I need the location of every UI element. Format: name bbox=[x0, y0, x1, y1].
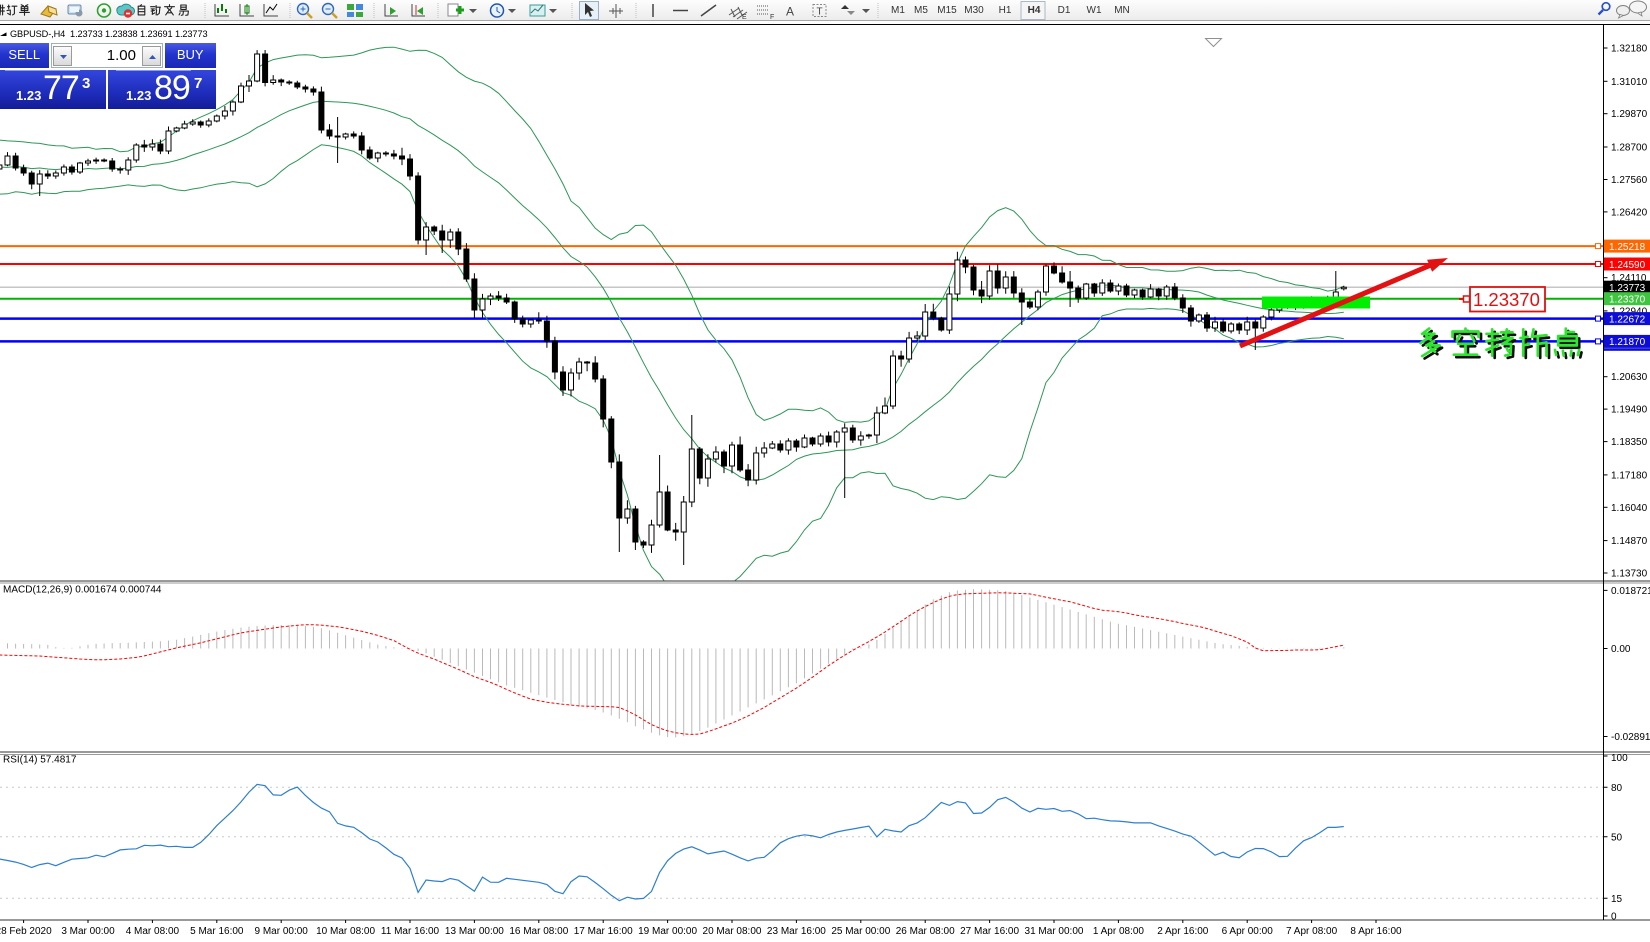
svg-text:1.23370: 1.23370 bbox=[1609, 295, 1646, 306]
svg-text:1.25218: 1.25218 bbox=[1609, 242, 1646, 253]
svg-text:15: 15 bbox=[1611, 894, 1623, 905]
svg-text:9 Mar 00:00: 9 Mar 00:00 bbox=[255, 926, 309, 937]
svg-text:1.19490: 1.19490 bbox=[1611, 405, 1648, 416]
svg-text:27 Mar 16:00: 27 Mar 16:00 bbox=[960, 926, 1019, 937]
svg-text:19 Mar 00:00: 19 Mar 00:00 bbox=[638, 926, 697, 937]
svg-text:50: 50 bbox=[1611, 832, 1623, 843]
svg-text:1.22940: 1.22940 bbox=[1611, 306, 1648, 317]
svg-text:17 Mar 16:00: 17 Mar 16:00 bbox=[574, 926, 633, 937]
svg-text:31 Mar 00:00: 31 Mar 00:00 bbox=[1025, 926, 1084, 937]
svg-text:1.26420: 1.26420 bbox=[1611, 207, 1648, 218]
svg-text:1.27560: 1.27560 bbox=[1611, 175, 1648, 186]
svg-text:1.28700: 1.28700 bbox=[1611, 143, 1648, 154]
svg-text:1.20630: 1.20630 bbox=[1611, 372, 1648, 383]
svg-text:1.18350: 1.18350 bbox=[1611, 437, 1648, 448]
svg-text:0: 0 bbox=[1611, 912, 1617, 923]
svg-text:20 Mar 08:00: 20 Mar 08:00 bbox=[703, 926, 762, 937]
svg-text:1.17180: 1.17180 bbox=[1611, 470, 1648, 481]
svg-text:1.32180: 1.32180 bbox=[1611, 44, 1648, 55]
svg-text:1.23370: 1.23370 bbox=[1473, 289, 1540, 310]
svg-text:23 Mar 16:00: 23 Mar 16:00 bbox=[767, 926, 826, 937]
svg-text:A: A bbox=[786, 5, 794, 19]
svg-text:1.23773: 1.23773 bbox=[1609, 283, 1646, 294]
svg-text:6 Apr 00:00: 6 Apr 00:00 bbox=[1222, 926, 1274, 937]
svg-text:0.018721: 0.018721 bbox=[1611, 586, 1650, 597]
svg-text:1.24110: 1.24110 bbox=[1611, 273, 1647, 284]
svg-text:1.14870: 1.14870 bbox=[1611, 536, 1648, 547]
svg-text:11 Mar 16:00: 11 Mar 16:00 bbox=[381, 926, 440, 937]
svg-text:1.24590: 1.24590 bbox=[1609, 260, 1646, 271]
svg-text:-0.028913: -0.028913 bbox=[1611, 732, 1650, 743]
svg-text:4 Mar 08:00: 4 Mar 08:00 bbox=[126, 926, 180, 937]
svg-text:80: 80 bbox=[1611, 783, 1623, 794]
svg-text:E: E bbox=[742, 14, 747, 21]
svg-text:F: F bbox=[770, 14, 774, 21]
svg-text:1.13730: 1.13730 bbox=[1611, 569, 1648, 580]
svg-text:7 Apr 08:00: 7 Apr 08:00 bbox=[1286, 926, 1338, 937]
svg-text:RSI(14) 57.4817: RSI(14) 57.4817 bbox=[3, 755, 77, 766]
svg-text:28 Feb 2020: 28 Feb 2020 bbox=[0, 926, 52, 937]
svg-text:16 Mar 08:00: 16 Mar 08:00 bbox=[509, 926, 568, 937]
svg-text:1.29870: 1.29870 bbox=[1611, 109, 1648, 120]
svg-text:26 Mar 08:00: 26 Mar 08:00 bbox=[896, 926, 955, 937]
svg-text:0.00: 0.00 bbox=[1611, 644, 1631, 655]
svg-text:13 Mar 00:00: 13 Mar 00:00 bbox=[445, 926, 504, 937]
svg-text:1 Apr 08:00: 1 Apr 08:00 bbox=[1093, 926, 1145, 937]
svg-text:1.22672: 1.22672 bbox=[1609, 314, 1646, 325]
svg-text:5 Mar 16:00: 5 Mar 16:00 bbox=[190, 926, 244, 937]
svg-text:8 Apr 16:00: 8 Apr 16:00 bbox=[1350, 926, 1402, 937]
svg-text:10 Mar 08:00: 10 Mar 08:00 bbox=[316, 926, 375, 937]
svg-text:2 Apr 16:00: 2 Apr 16:00 bbox=[1157, 926, 1209, 937]
svg-text:T: T bbox=[817, 7, 823, 18]
svg-text:25 Mar 00:00: 25 Mar 00:00 bbox=[831, 926, 890, 937]
svg-text:1.16040: 1.16040 bbox=[1611, 503, 1648, 514]
svg-text:1.21870: 1.21870 bbox=[1609, 337, 1646, 348]
svg-text:MACD(12,26,9) 0.001674 0.00074: MACD(12,26,9) 0.001674 0.000744 bbox=[3, 585, 162, 596]
svg-text:3 Mar 00:00: 3 Mar 00:00 bbox=[61, 926, 115, 937]
svg-text:100: 100 bbox=[1611, 753, 1628, 764]
svg-text:1.31010: 1.31010 bbox=[1611, 77, 1648, 88]
